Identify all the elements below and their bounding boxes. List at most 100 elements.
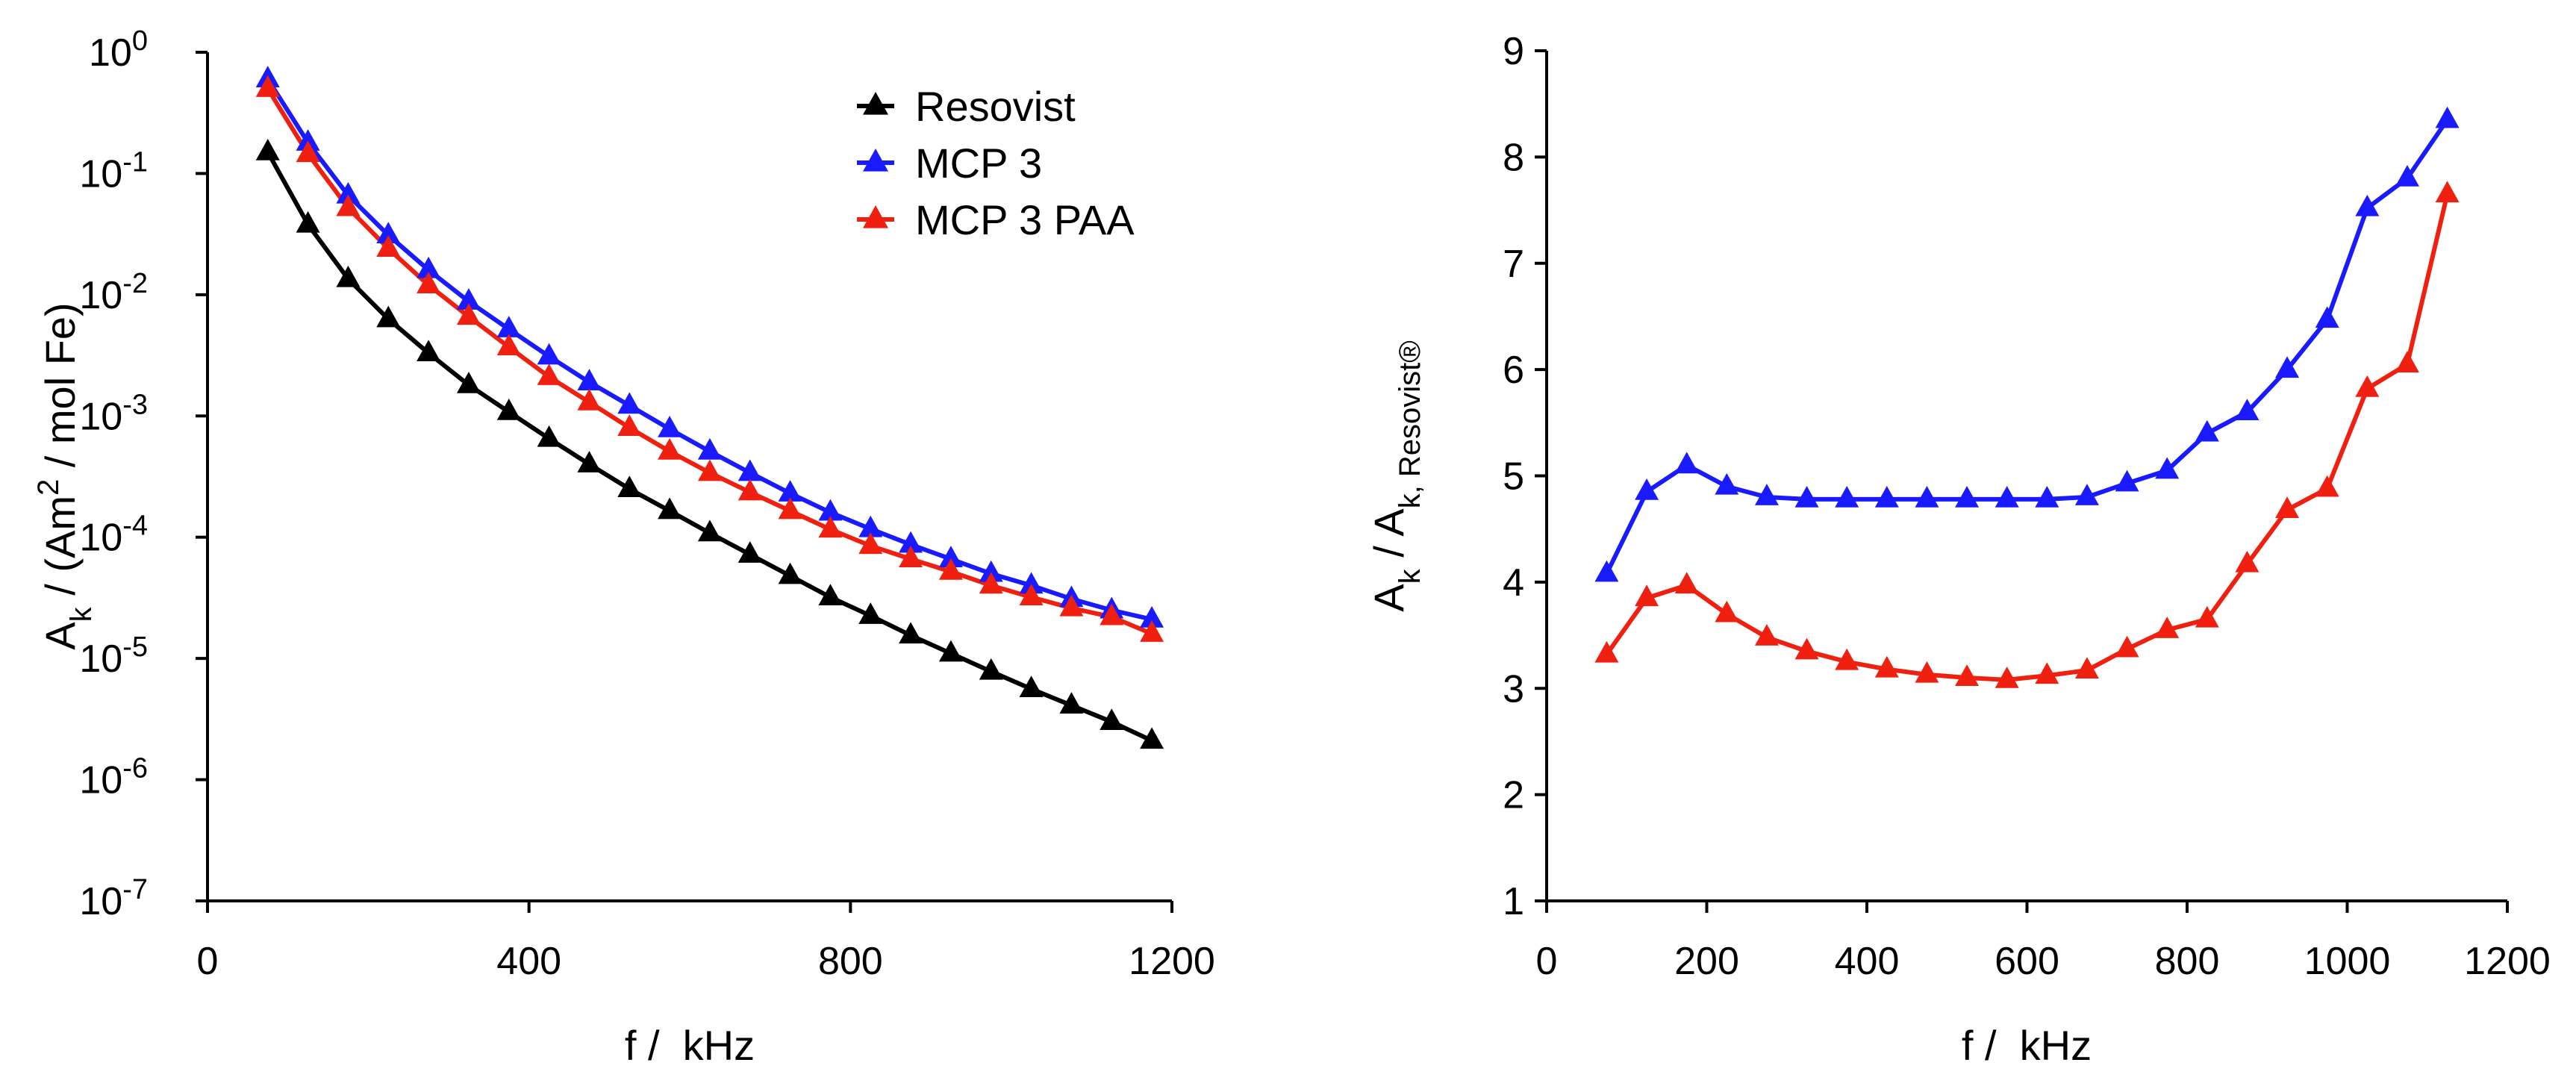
left-point-mcp-3-paa <box>1140 620 1164 642</box>
legend-marker-resovist <box>863 92 888 115</box>
right-point-mcp-3 <box>2115 469 2139 492</box>
right-y-tick-label: 8 <box>1503 136 1524 179</box>
right-x-tick-label: 600 <box>1995 940 2059 983</box>
right-point-mcp-3-paa <box>2035 662 2059 684</box>
legend-label-mcp-3-paa: MCP 3 PAA <box>915 196 1135 243</box>
left-point-mcp-3-paa <box>537 363 561 385</box>
right-point-mcp-3-paa <box>1594 640 1619 663</box>
left-point-mcp-3 <box>979 560 1003 582</box>
right-point-mcp-3-paa <box>1674 572 1699 594</box>
legend-marker-mcp-3 <box>863 149 888 172</box>
right-point-mcp-3-paa <box>1635 584 1659 607</box>
left-point-mcp-3 <box>537 343 561 365</box>
left-point-mcp-3-paa <box>818 516 843 538</box>
right-point-mcp-3-paa <box>1794 637 1819 660</box>
right-x-tick-label: 200 <box>1674 940 1739 983</box>
left-x-tick-label: 1200 <box>1129 940 1215 983</box>
left-point-resovist <box>737 541 762 563</box>
right-point-mcp-3 <box>1955 485 1980 508</box>
right-y-ticks: 1 2 3 4 5 6 7 8 9 <box>1503 30 1547 923</box>
right-series-line-mcp-3 <box>1604 118 2450 575</box>
right-x-axis-title: f / kHz <box>1962 1022 2092 1069</box>
left-point-resovist <box>456 371 481 393</box>
right-point-mcp-3 <box>2315 306 2339 328</box>
right-point-mcp-3-paa <box>1835 648 1859 670</box>
right-point-mcp-3 <box>1874 485 1899 508</box>
right-point-mcp-3-paa <box>1754 624 1779 646</box>
right-series-markers <box>1594 106 2460 688</box>
right-point-mcp-3 <box>2195 419 2219 442</box>
right-point-mcp-3 <box>1794 485 1819 508</box>
right-y-tick-label: 6 <box>1503 349 1524 392</box>
right-point-mcp-3 <box>2235 399 2260 421</box>
right-series-lines <box>1604 118 2450 682</box>
left-point-mcp-3-paa <box>376 235 401 258</box>
left-point-resovist <box>1059 692 1084 714</box>
right-point-mcp-3 <box>1754 484 1779 505</box>
left-point-mcp-3-paa <box>617 414 642 436</box>
left-point-resovist <box>1019 675 1044 697</box>
left-x-tick-label: 800 <box>818 940 883 983</box>
left-point-resovist <box>336 265 361 287</box>
right-point-mcp-3-paa <box>2315 475 2339 497</box>
right-point-mcp-3 <box>1674 452 1699 474</box>
right-y-tick-label: 2 <box>1503 774 1524 817</box>
left-point-mcp-3 <box>417 256 441 278</box>
legend-label-resovist: Resovist <box>915 83 1076 130</box>
left-point-mcp-3 <box>617 392 642 414</box>
left-point-mcp-3 <box>658 415 682 437</box>
right-point-mcp-3 <box>2035 485 2059 508</box>
right-y-tick-label: 9 <box>1503 30 1524 73</box>
left-point-resovist <box>858 602 883 624</box>
left-point-resovist <box>658 497 682 519</box>
left-point-mcp-3-paa <box>255 75 280 97</box>
right-y-tick-label: 5 <box>1503 455 1524 499</box>
left-point-resovist <box>979 658 1003 680</box>
left-point-mcp-3 <box>858 515 883 537</box>
left-point-resovist <box>255 138 280 160</box>
legend-marker-mcp-3-paa <box>863 205 888 228</box>
left-point-mcp-3 <box>818 499 843 521</box>
left-point-mcp-3 <box>938 546 963 567</box>
right-point-mcp-3-paa <box>2355 375 2380 397</box>
right-point-mcp-3-paa <box>1715 600 1739 622</box>
right-point-mcp-3-paa <box>2074 657 2099 678</box>
right-x-ticks: 0 200 400 600 800 1000 1200 <box>1536 901 2551 983</box>
left-point-resovist <box>617 475 642 498</box>
left-point-mcp-3 <box>778 480 802 502</box>
right-x-tick-label: 400 <box>1835 940 1900 983</box>
right-y-tick-label: 7 <box>1503 243 1524 286</box>
left-y-tick-label: 10-3 <box>79 389 148 438</box>
right-point-mcp-3-paa <box>2275 496 2300 519</box>
right-y-tick-label: 4 <box>1503 561 1524 605</box>
right-point-mcp-3 <box>1835 485 1859 508</box>
left-x-axis-title: f / kHz <box>625 1022 755 1069</box>
left-point-resovist <box>778 562 802 584</box>
left-point-mcp-3 <box>376 222 401 243</box>
left-point-mcp-3-paa <box>737 478 762 501</box>
left-y-tick-label: 10-2 <box>79 268 148 317</box>
right-point-mcp-3-paa <box>2115 635 2139 658</box>
left-point-mcp-3 <box>1019 572 1044 594</box>
left-y-tick-label: 10-6 <box>79 753 148 802</box>
right-point-mcp-3 <box>2155 457 2180 479</box>
right-point-mcp-3-paa <box>2235 550 2260 572</box>
left-point-mcp-3-paa <box>938 558 963 580</box>
left-chart-panel: 100 10-1 10-2 10-3 10-4 10-5 10-6 10-7 0 400 800 1… <box>32 25 1215 1069</box>
left-y-tick-label: 10-7 <box>79 874 148 923</box>
left-point-mcp-3-paa <box>858 532 883 555</box>
left-point-mcp-3 <box>336 181 361 204</box>
right-point-mcp-3 <box>1915 485 1939 508</box>
right-y-axis-title: Ak / Ak, Resovist® <box>1365 340 1426 611</box>
right-point-mcp-3-paa <box>1915 661 1939 683</box>
left-point-mcp-3 <box>296 129 320 151</box>
left-point-mcp-3-paa <box>899 546 923 567</box>
left-point-resovist <box>938 640 963 662</box>
right-point-mcp-3-paa <box>1995 667 2019 688</box>
left-point-mcp-3 <box>496 316 521 337</box>
left-x-tick-label: 400 <box>496 940 561 983</box>
right-point-mcp-3-paa <box>1955 664 1980 686</box>
left-point-resovist <box>417 340 441 362</box>
